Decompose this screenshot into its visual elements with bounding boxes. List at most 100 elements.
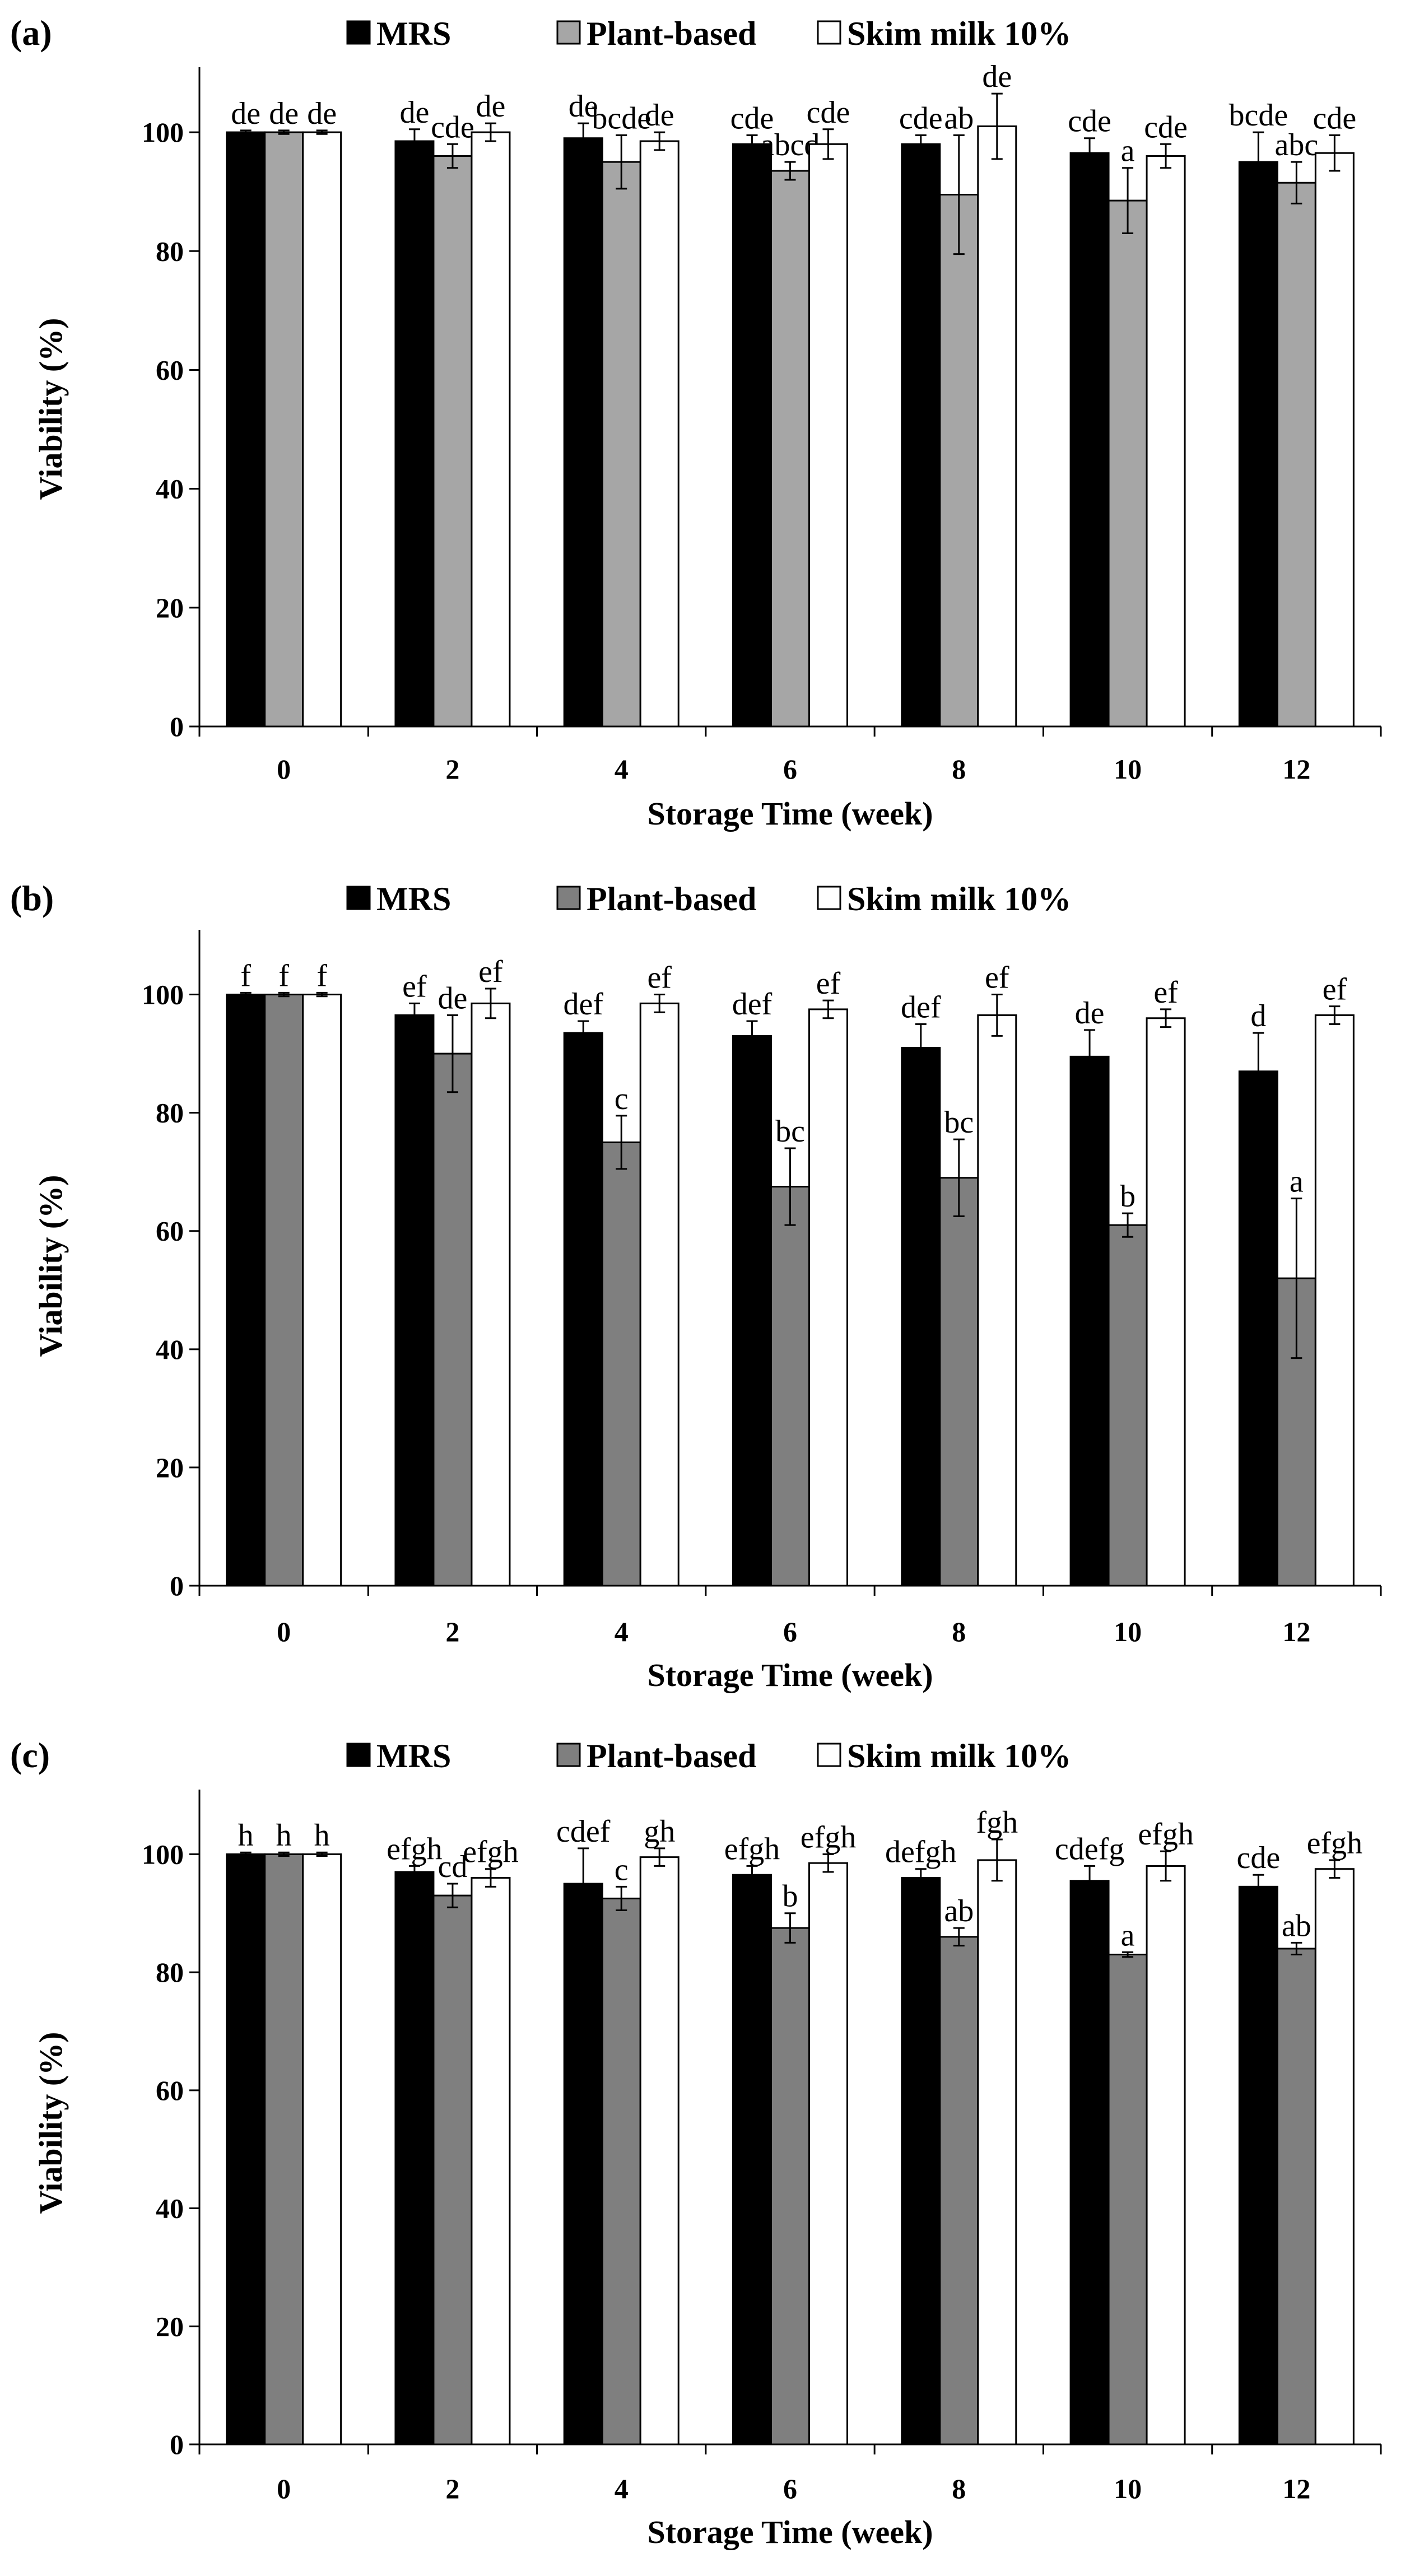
legend-swatch bbox=[556, 1743, 581, 1767]
bar bbox=[939, 1177, 979, 1587]
significance-label: a bbox=[1290, 1164, 1304, 1199]
y-tick-label: 80 bbox=[156, 235, 184, 267]
significance-label: h bbox=[276, 1818, 292, 1853]
significance-label: efgh bbox=[1138, 1817, 1194, 1852]
bar bbox=[1107, 199, 1148, 728]
y-axis-title: Viability (%) bbox=[32, 1175, 69, 1357]
bar bbox=[394, 140, 435, 728]
y-tick-label: 60 bbox=[156, 354, 184, 385]
bar bbox=[808, 1862, 848, 2445]
bar bbox=[394, 1014, 435, 1587]
x-axis-title: Storage Time (week) bbox=[647, 1657, 933, 1693]
bar bbox=[563, 1883, 603, 2445]
bar bbox=[732, 1874, 772, 2445]
significance-label: ab bbox=[944, 1894, 974, 1928]
significance-label: de bbox=[307, 96, 337, 131]
y-tick-label: 0 bbox=[170, 2429, 184, 2460]
y-tick-label: 40 bbox=[156, 473, 184, 505]
significance-label: cdefg bbox=[1055, 1832, 1124, 1866]
significance-label: bc bbox=[944, 1105, 974, 1140]
significance-label: ef bbox=[1153, 975, 1178, 1010]
bar bbox=[639, 1002, 680, 1587]
significance-label: ab bbox=[1282, 1908, 1311, 1943]
significance-label: def bbox=[563, 987, 603, 1022]
x-axis-title: Storage Time (week) bbox=[647, 2514, 933, 2550]
significance-label: abc bbox=[1274, 128, 1318, 162]
bar bbox=[732, 143, 772, 728]
significance-label: fgh bbox=[976, 1805, 1018, 1840]
significance-label: cde bbox=[899, 101, 943, 136]
significance-label: cde bbox=[1068, 104, 1111, 139]
significance-label: d bbox=[1250, 999, 1266, 1033]
legend-label: Plant-based bbox=[587, 1737, 756, 1774]
bar bbox=[432, 155, 473, 728]
bar bbox=[226, 994, 266, 1587]
y-tick-label: 20 bbox=[156, 1452, 184, 1483]
bar bbox=[1314, 152, 1355, 728]
significance-label: def bbox=[901, 990, 941, 1024]
bar bbox=[1146, 1865, 1186, 2445]
significance-label: de bbox=[269, 96, 299, 131]
significance-label: cde bbox=[730, 101, 774, 136]
x-tick-label: 10 bbox=[1114, 1616, 1142, 1647]
significance-label: ab bbox=[944, 101, 974, 136]
bar bbox=[563, 1032, 603, 1587]
bar bbox=[1069, 152, 1110, 728]
x-tick-label: 8 bbox=[952, 1616, 966, 1647]
legend-swatch bbox=[556, 20, 581, 45]
bar bbox=[1069, 1880, 1110, 2445]
y-tick-label: 60 bbox=[156, 1215, 184, 1247]
bar bbox=[601, 1897, 641, 2445]
legend-label: Plant-based bbox=[587, 15, 756, 52]
significance-label: ef bbox=[985, 961, 1009, 995]
bar bbox=[732, 1035, 772, 1587]
legend-label: Skim milk 10% bbox=[847, 1737, 1071, 1774]
x-tick-label: 0 bbox=[277, 2473, 291, 2504]
legend-label: MRS bbox=[376, 881, 451, 917]
bar bbox=[808, 1008, 848, 1587]
y-tick-label: 20 bbox=[156, 2311, 184, 2342]
significance-label: de bbox=[1075, 996, 1105, 1031]
significance-label: efgh bbox=[801, 1820, 857, 1855]
bar bbox=[264, 994, 304, 1587]
bar bbox=[471, 1002, 511, 1587]
bar bbox=[1238, 1070, 1278, 1587]
significance-label: cdef bbox=[556, 1814, 611, 1849]
significance-label: f bbox=[240, 958, 251, 993]
bar bbox=[901, 1877, 941, 2445]
legend-label: Plant-based bbox=[587, 881, 756, 917]
legend-label: Skim milk 10% bbox=[847, 881, 1071, 917]
significance-label: de bbox=[982, 59, 1012, 94]
legend-swatch bbox=[346, 1743, 371, 1767]
x-tick-label: 4 bbox=[615, 2473, 629, 2504]
significance-label: cd bbox=[438, 1850, 467, 1884]
significance-label: cde bbox=[1236, 1841, 1280, 1875]
bar bbox=[1069, 1055, 1110, 1587]
x-tick-label: 0 bbox=[277, 1616, 291, 1647]
significance-label: de bbox=[399, 95, 429, 130]
significance-label: cde bbox=[1144, 110, 1188, 145]
bar bbox=[264, 131, 304, 728]
x-tick-label: 4 bbox=[615, 1616, 629, 1647]
significance-label: de bbox=[231, 96, 260, 131]
legend-swatch bbox=[556, 886, 581, 910]
bar bbox=[1107, 1953, 1148, 2445]
bar bbox=[1276, 181, 1316, 728]
significance-label: efgh bbox=[387, 1832, 443, 1866]
bar bbox=[1146, 1017, 1186, 1587]
significance-label: ef bbox=[647, 961, 672, 995]
y-tick-label: 60 bbox=[156, 2075, 184, 2106]
significance-label: ef bbox=[402, 969, 427, 1004]
x-tick-label: 10 bbox=[1114, 2473, 1142, 2504]
x-tick-label: 12 bbox=[1282, 753, 1310, 785]
legend-swatch bbox=[346, 886, 371, 910]
bar bbox=[901, 143, 941, 728]
y-tick-label: 0 bbox=[170, 1570, 184, 1601]
bar bbox=[601, 161, 641, 728]
significance-label: c bbox=[615, 1852, 629, 1887]
significance-label: ef bbox=[816, 966, 841, 1001]
chart-panel-2: (b) MRS Plant-based Skim milk 10%0204060801… bbox=[10, 878, 1382, 1693]
bar bbox=[639, 1856, 680, 2445]
chart-panel-3: (c) MRS Plant-based Skim milk 10%0204060801… bbox=[10, 1735, 1382, 2550]
significance-label: efgh bbox=[724, 1832, 780, 1866]
